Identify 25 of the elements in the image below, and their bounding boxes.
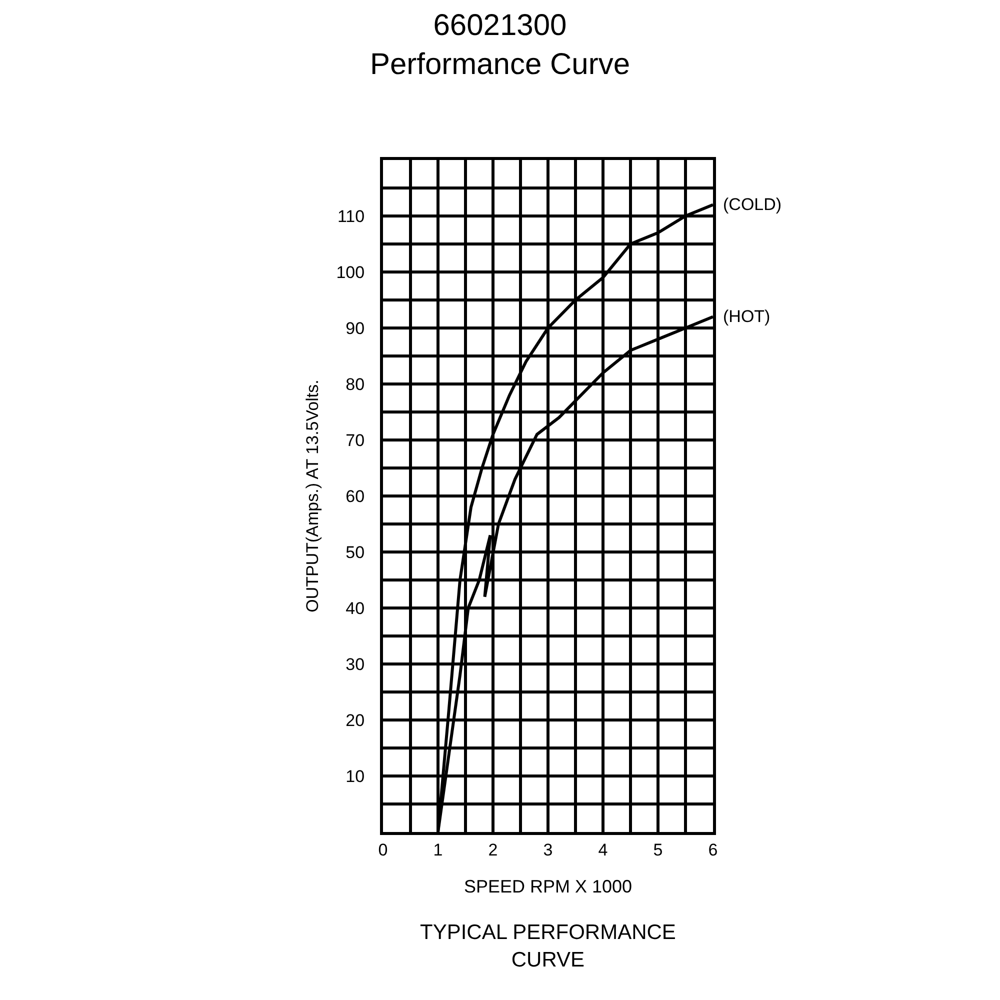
x-tick-label: 4 [598, 840, 608, 860]
y-tick-label: 80 [346, 374, 365, 394]
x-tick-label: 3 [543, 840, 553, 860]
y-axis-title: OUTPUT(Amps.) AT 13.5Volts. [302, 380, 322, 612]
chart-title: 66021300 [433, 9, 567, 42]
x-tick-label: 2 [488, 840, 498, 860]
y-tick-label: 60 [346, 486, 365, 506]
x-tick-label: 6 [708, 840, 718, 860]
y-tick-label: 70 [346, 430, 365, 450]
y-tick-label: 50 [346, 542, 365, 562]
y-tick-label: 90 [346, 318, 365, 338]
text: TYPICAL PERFORMANCE CURVE [420, 921, 676, 972]
y-tick-label: 100 [336, 262, 365, 282]
y-tick-label: 20 [346, 710, 365, 730]
x-tick-label: 0 [378, 840, 388, 860]
y-tick-label: 110 [337, 206, 365, 226]
series-label: (HOT) [723, 307, 770, 326]
x-tick-label: 1 [433, 840, 443, 860]
x-axis-title: SPEED RPM X 1000 [464, 876, 632, 896]
series-label: (COLD) [723, 195, 782, 214]
y-tick-label: 30 [346, 654, 365, 674]
chart-subtitle: Performance Curve [370, 48, 630, 81]
y-tick-label: 40 [346, 598, 365, 618]
y-tick-label: 10 [346, 766, 365, 786]
x-tick-label: 5 [653, 840, 663, 860]
